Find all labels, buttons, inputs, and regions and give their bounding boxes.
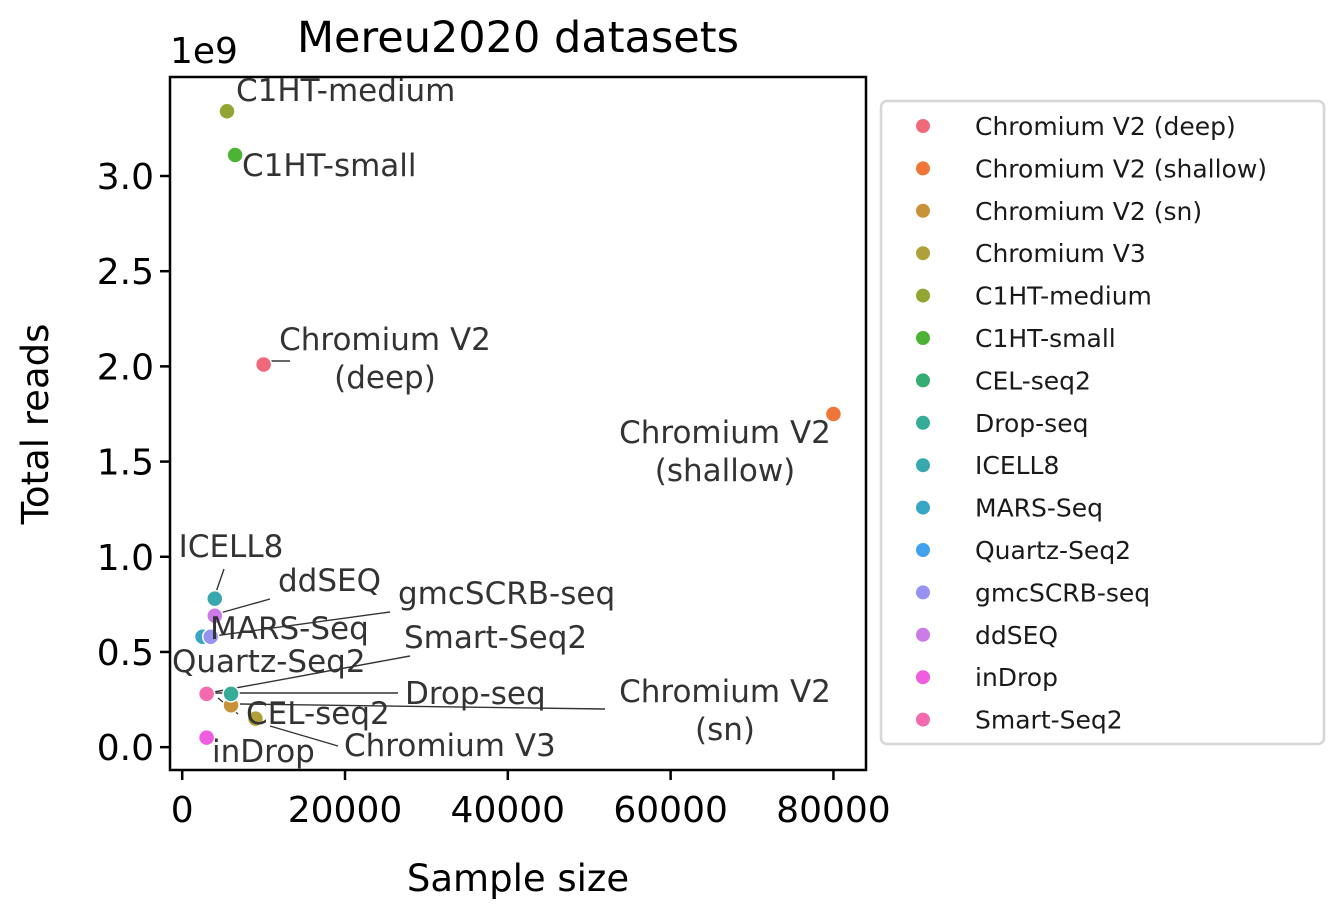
annotation-connector [219, 598, 271, 614]
data-point [218, 102, 236, 121]
x-tick-label: 20000 [288, 790, 403, 831]
legend-marker [915, 414, 931, 431]
data-point [246, 709, 265, 728]
data-point [197, 685, 216, 703]
y-tick-label: 1.5 [97, 443, 154, 484]
point-annotation-label: C1HT-medium [236, 73, 455, 109]
point-annotation-label: Smart-Seq2 [404, 620, 587, 656]
point-annotation-label: Chromium V2 [619, 674, 831, 710]
point-annotation-label: Chromium V2 [619, 415, 831, 451]
point-annotation-label: inDrop [212, 734, 315, 770]
legend-marker [915, 711, 931, 728]
point-annotation-label: C1HT-small [242, 148, 417, 184]
data-point [222, 685, 240, 703]
point-annotation-label: Chromium V3 [344, 728, 556, 764]
point-annotation-label: (deep) [334, 360, 436, 396]
legend-label: Chromium V2 (sn) [975, 197, 1202, 226]
point-annotation-label: (shallow) [655, 453, 796, 489]
y-axis-offset-text: 1e9 [170, 31, 238, 72]
point-annotation-label: Drop-seq [405, 676, 546, 712]
legend-marker [915, 669, 931, 686]
y-tick-label: 2.0 [97, 347, 154, 388]
data-point [254, 355, 273, 374]
y-tick-label: 0.0 [97, 728, 154, 769]
legend-label: inDrop [975, 663, 1058, 692]
point-annotation-label: ICELL8 [179, 529, 284, 565]
annotation-connector [215, 568, 225, 593]
legend-label: Chromium V3 [975, 239, 1146, 268]
legend-marker [915, 584, 931, 601]
point-annotation-label: ddSEQ [278, 563, 381, 599]
point-annotation-label: Quartz-Seq2 [172, 644, 366, 680]
legend-label: Quartz-Seq2 [975, 536, 1131, 565]
x-tick-label: 60000 [613, 790, 728, 831]
x-tick-label: 0 [171, 790, 194, 831]
legend-marker [915, 287, 931, 304]
annotation-connectors [213, 360, 606, 747]
x-tick-label: 40000 [451, 790, 566, 831]
legend-label: ddSEQ [975, 621, 1058, 650]
legend-marker [915, 372, 931, 389]
legend-label: C1HT-small [975, 324, 1116, 353]
legend-label: Drop-seq [975, 409, 1088, 438]
y-axis-ticks: 0.0 0.5 1.0 1.5 2.0 2.5 3.0 [97, 157, 170, 769]
legend-label: C1HT-medium [975, 282, 1152, 311]
point-annotation-label: MARS-Seq [210, 611, 369, 647]
annotation-connector [269, 725, 339, 747]
legend-frame [879, 99, 1326, 746]
legend-marker [915, 626, 931, 643]
legend-marker [915, 457, 931, 474]
x-axis-ticks: 0 20000 40000 60000 80000 [171, 770, 891, 831]
legend-marker [915, 160, 931, 177]
y-tick-label: 1.0 [97, 538, 154, 579]
data-point [824, 405, 843, 423]
legend-label: Chromium V2 (shallow) [975, 154, 1267, 183]
legend-marker [915, 118, 931, 134]
legend-label: gmcSCRB-seq [975, 578, 1150, 607]
legend-marker [915, 499, 931, 516]
legend-marker [915, 330, 931, 346]
chart-title: Mereu2020 datasets [297, 13, 739, 63]
point-annotation-label: Chromium V2 [279, 322, 491, 358]
plot-frame [168, 75, 868, 772]
legend-marker [915, 542, 931, 558]
y-tick-label: 2.5 [97, 252, 154, 293]
data-point [206, 607, 224, 625]
legend-marker [915, 245, 931, 262]
y-axis-title: Total reads [14, 324, 57, 526]
data-point [201, 627, 220, 646]
annotation-connector [239, 703, 606, 710]
data-points [193, 102, 843, 747]
legend-label: ICELL8 [975, 451, 1059, 480]
y-tick-label: 3.0 [97, 157, 154, 198]
y-tick-label: 0.5 [97, 633, 154, 674]
legend-label: CEL-seq2 [975, 366, 1091, 395]
point-annotation-label: gmcSCRB-seq [398, 576, 615, 612]
legend-label: MARS-Seq [975, 494, 1103, 523]
x-axis-title: Sample size [407, 857, 629, 900]
data-point [197, 728, 216, 747]
point-annotation-label: (sn) [695, 712, 755, 748]
data-point [226, 146, 244, 164]
legend-label: Smart-Seq2 [975, 706, 1123, 735]
legend-marker [915, 202, 931, 219]
annotation-connector [213, 655, 411, 693]
annotation-connector [213, 611, 391, 637]
x-tick-label: 80000 [776, 790, 891, 831]
data-point [206, 589, 224, 608]
legend-items: Chromium V2 (deep) Chromium V2 (shallow) C… [915, 112, 1267, 735]
legend-label: Chromium V2 (deep) [975, 112, 1236, 141]
point-annotation-label: CEL-seq2 [246, 696, 390, 732]
legend: Chromium V2 (deep) Chromium V2 (shallow) C… [879, 99, 1326, 746]
